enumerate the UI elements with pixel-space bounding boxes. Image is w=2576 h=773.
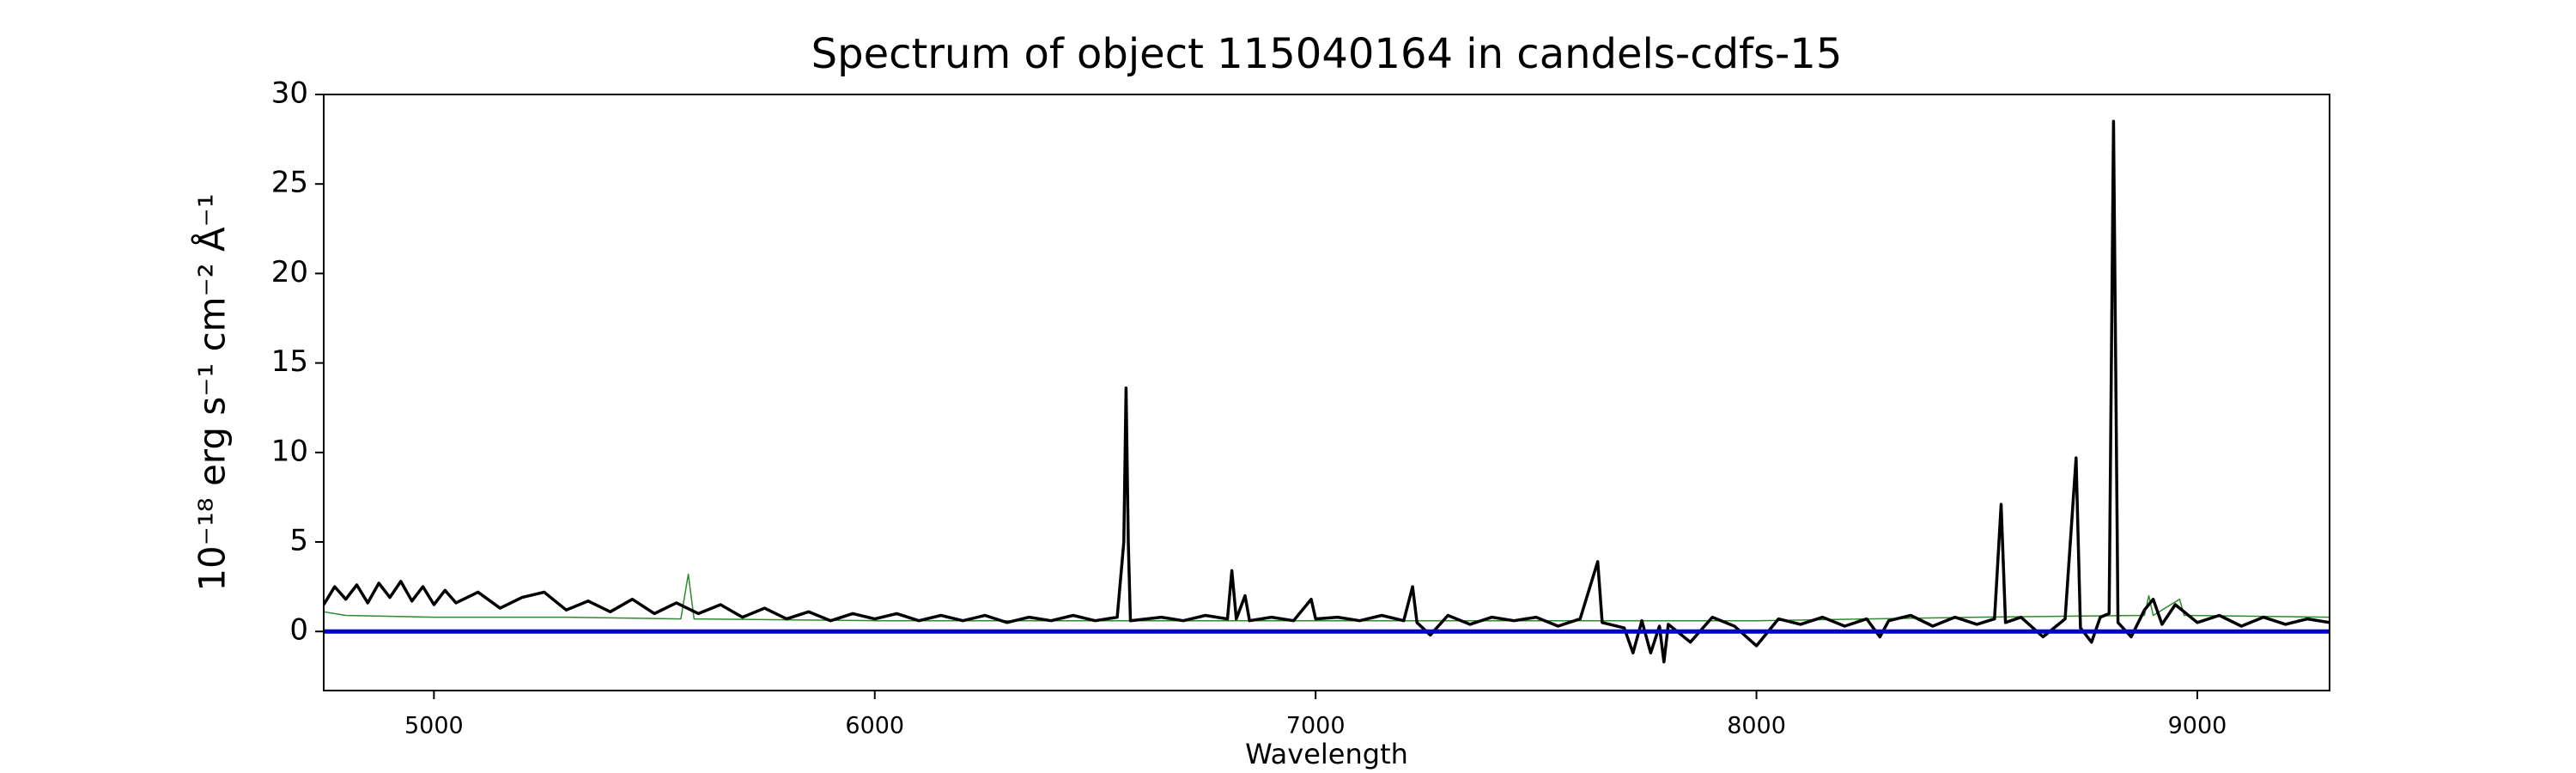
- y-axis-label: 10⁻¹⁸ erg s⁻¹ cm⁻² Å⁻¹: [191, 193, 234, 591]
- y-tick-label: 30: [271, 76, 308, 111]
- chart-title: Spectrum of object 115040164 in candels-…: [811, 30, 1843, 78]
- x-tick-label: 5000: [404, 713, 464, 740]
- y-tick-label: 25: [271, 166, 308, 200]
- y-tick-label: 20: [271, 255, 308, 289]
- x-tick-label: 9000: [2168, 713, 2227, 740]
- y-tick-label: 10: [271, 434, 308, 468]
- y-tick-label: 15: [271, 344, 308, 379]
- y-tick-label: 0: [289, 613, 308, 648]
- y-tick-label: 5: [289, 524, 308, 558]
- plot-frame: [323, 94, 2330, 691]
- x-tick-label: 7000: [1286, 713, 1346, 740]
- spectrum-line: [324, 573, 2330, 622]
- x-axis-label: Wavelength: [1245, 738, 1408, 770]
- x-tick-label: 8000: [1727, 713, 1786, 740]
- x-tick-label: 6000: [845, 713, 904, 740]
